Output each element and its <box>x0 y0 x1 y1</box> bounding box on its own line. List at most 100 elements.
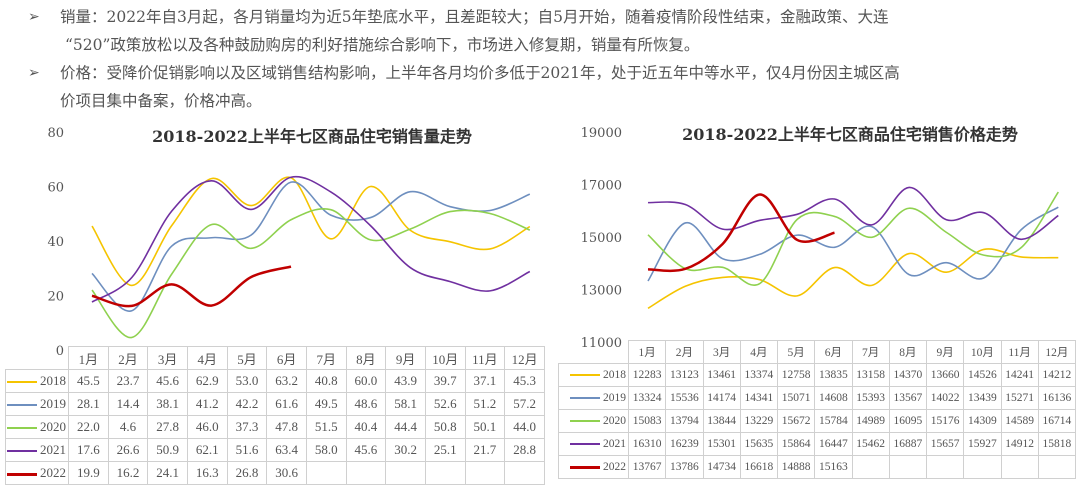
month-header: 9月 <box>927 341 964 364</box>
table-cell: 28.1 <box>69 393 109 416</box>
table-cell: 15818 <box>1038 433 1075 456</box>
table-cell: 14174 <box>703 387 740 410</box>
month-header: 6月 <box>815 341 852 364</box>
table-cell: 13567 <box>889 387 926 410</box>
legend-entry-2019: 2019 <box>6 393 69 416</box>
table-cell: 13794 <box>666 410 703 433</box>
month-header: 3月 <box>148 347 188 370</box>
legend-swatch <box>570 374 600 376</box>
table-cell: 13786 <box>666 456 703 479</box>
table-cell: 15672 <box>778 410 815 433</box>
table-cell: 52.6 <box>425 393 465 416</box>
table-cell <box>386 462 426 485</box>
table-cell: 38.1 <box>148 393 188 416</box>
table-cell: 15083 <box>629 410 666 433</box>
table-cell: 30.6 <box>267 462 307 485</box>
series-line-2018 <box>648 249 1058 308</box>
table-cell: 47.8 <box>267 416 307 439</box>
legend-label: 2018 <box>603 369 626 381</box>
table-cell: 15271 <box>1001 387 1038 410</box>
month-header: 10月 <box>964 341 1001 364</box>
legend-label: 2020 <box>40 419 66 434</box>
table-cell <box>927 456 964 479</box>
table-cell: 22.0 <box>69 416 109 439</box>
table-cell: 15657 <box>927 433 964 456</box>
table-cell <box>1001 456 1038 479</box>
table-cell: 14241 <box>1001 364 1038 387</box>
table-cell: 63.4 <box>267 439 307 462</box>
table-cell: 12283 <box>629 364 666 387</box>
table-cell: 40.4 <box>346 416 386 439</box>
legend-swatch <box>7 404 37 406</box>
table-cell: 37.3 <box>227 416 267 439</box>
month-header: 12月 <box>1038 341 1075 364</box>
table-cell: 45.3 <box>505 370 545 393</box>
table-cell: 61.6 <box>267 393 307 416</box>
table-cell: 14734 <box>703 456 740 479</box>
legend-label: 2021 <box>603 438 626 450</box>
table-cell <box>852 456 889 479</box>
table-cell: 16.2 <box>108 462 148 485</box>
table-cell: 40.8 <box>306 370 346 393</box>
table-cell <box>306 462 346 485</box>
table-cell <box>964 456 1001 479</box>
table-corner <box>6 347 69 370</box>
table-cell: 15784 <box>815 410 852 433</box>
table-cell: 46.0 <box>187 416 227 439</box>
table-cell: 42.2 <box>227 393 267 416</box>
month-header: 9月 <box>386 347 426 370</box>
table-cell: 13844 <box>703 410 740 433</box>
table-cell: 14526 <box>964 364 1001 387</box>
y-tick-label: 60 <box>47 181 64 196</box>
table-cell: 15301 <box>703 433 740 456</box>
table-cell: 21.7 <box>465 439 505 462</box>
month-header: 5月 <box>227 347 267 370</box>
table-cell: 14.4 <box>108 393 148 416</box>
table-cell: 15462 <box>852 433 889 456</box>
table-cell: 48.6 <box>346 393 386 416</box>
table-cell: 24.1 <box>148 462 188 485</box>
table-cell: 14989 <box>852 410 889 433</box>
table-cell: 27.8 <box>148 416 188 439</box>
table-cell: 16136 <box>1038 387 1075 410</box>
table-cell: 41.2 <box>187 393 227 416</box>
table-cell: 13660 <box>927 364 964 387</box>
table-cell: 37.1 <box>465 370 505 393</box>
legend-entry-2020: 2020 <box>6 416 69 439</box>
table-cell: 58.1 <box>386 393 426 416</box>
table-cell: 14370 <box>889 364 926 387</box>
legend-entry-2021: 2021 <box>559 433 629 456</box>
table-cell: 26.8 <box>227 462 267 485</box>
legend-label: 2019 <box>40 396 66 411</box>
table-cell: 53.0 <box>227 370 267 393</box>
table-cell: 17.6 <box>69 439 109 462</box>
table-cell: 15927 <box>964 433 1001 456</box>
legend-swatch <box>7 450 37 452</box>
legend-swatch <box>570 397 600 399</box>
table-corner <box>559 341 629 364</box>
legend-entry-2018: 2018 <box>6 370 69 393</box>
legend-entry-2022: 2022 <box>559 456 629 479</box>
legend-entry-2022: 2022 <box>6 462 69 485</box>
legend-entry-2018: 2018 <box>559 364 629 387</box>
table-cell: 50.8 <box>425 416 465 439</box>
table-cell: 16310 <box>629 433 666 456</box>
table-cell: 51.5 <box>306 416 346 439</box>
legend-entry-2020: 2020 <box>559 410 629 433</box>
table-cell: 13767 <box>629 456 666 479</box>
series-line-2019 <box>648 207 1058 281</box>
y-tick-label: 20 <box>47 290 64 305</box>
table-cell: 23.7 <box>108 370 148 393</box>
table-cell: 57.2 <box>505 393 545 416</box>
table-cell: 16447 <box>815 433 852 456</box>
y-tick-label: 15000 <box>581 231 622 246</box>
table-cell: 15071 <box>778 387 815 410</box>
table-cell: 13123 <box>666 364 703 387</box>
chart-title-volume: 2018-2022上半年七区商品住宅销售量走势 <box>152 127 472 146</box>
